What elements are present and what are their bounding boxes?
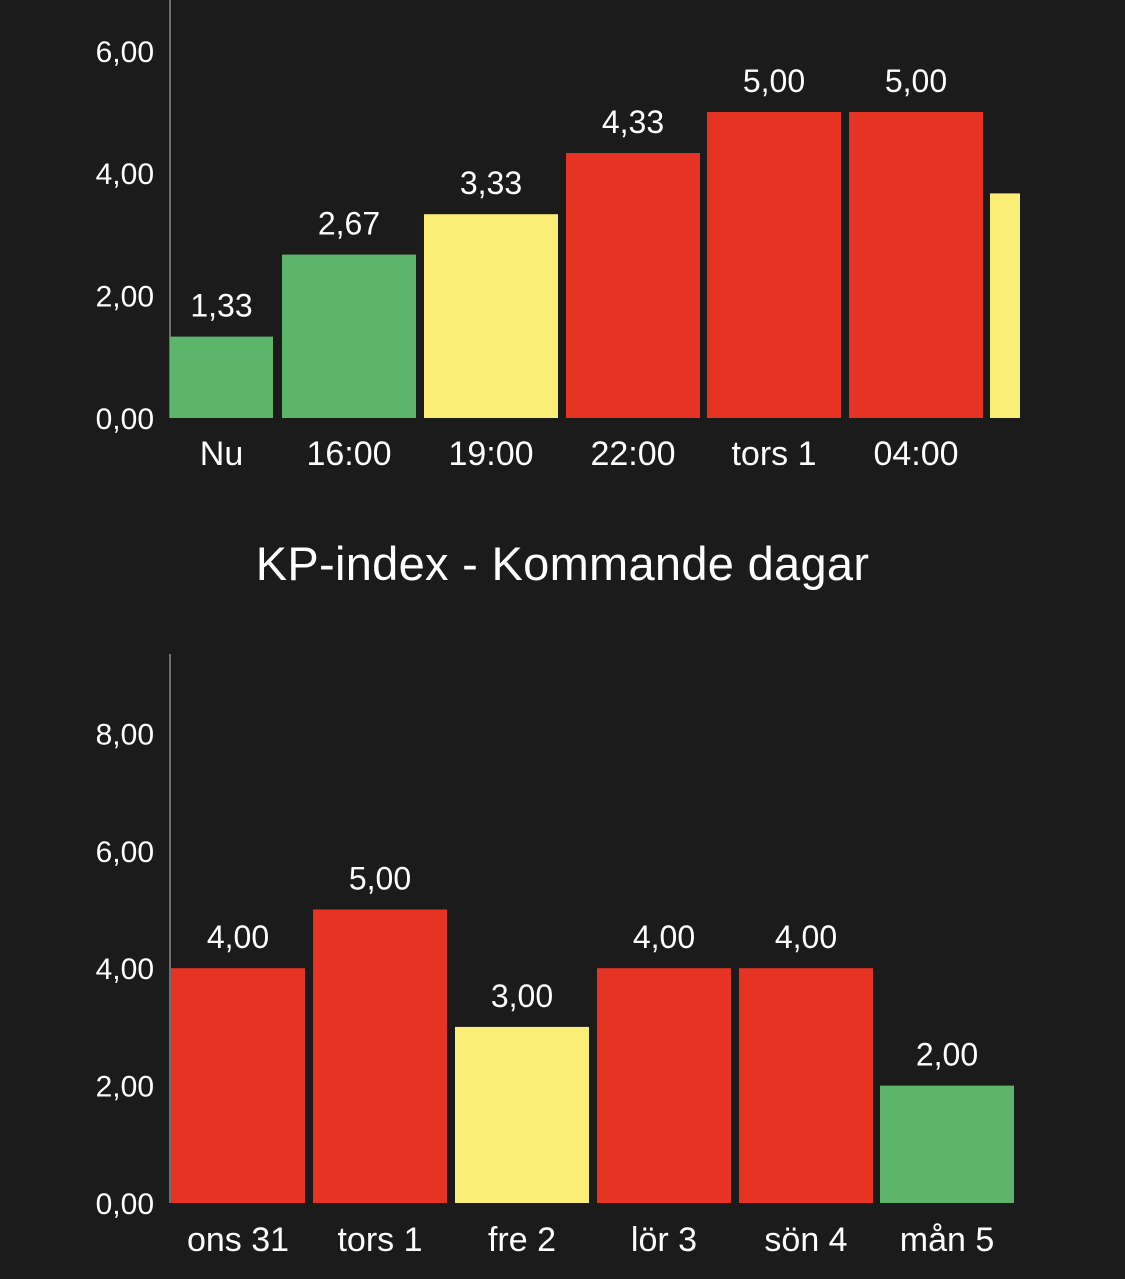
bar [707,112,841,418]
bar-value-label: 4,00 [775,919,837,955]
bar [849,112,983,418]
y-tick-label: 4,00 [96,953,154,986]
bar-value-label: 5,00 [885,63,947,99]
y-tick-label: 0,00 [96,1188,154,1221]
bar-value-label: 3,33 [460,165,522,201]
x-category-label: 22:00 [590,435,675,473]
bar [170,336,273,418]
x-category-label: tors 1 [337,1221,422,1259]
x-category-label: 04:00 [873,435,958,473]
bar [282,254,416,418]
kp-hourly-svg: 0,00 2,00 4,00 6,00 1,33 Nu 2,67 16:00 3,33 19:00… [96,0,1020,473]
x-category-label: mån 5 [900,1221,995,1259]
bar [739,968,873,1203]
y-tick-label: 6,00 [96,836,154,869]
section-title: KP-index - Kommande dagar [255,537,870,590]
y-tick-label: 0,00 [96,403,154,436]
bar-value-label: 5,00 [349,861,411,897]
bar-value-label: 4,00 [207,919,269,955]
x-category-label: tors 1 [731,435,816,473]
kp-daily-svg: 0,00 2,00 4,00 6,00 8,00 4,00 ons 31 5,00 tors 1… [96,654,1014,1259]
bar-value-label: 4,00 [633,919,695,955]
bar [566,153,700,418]
x-category-label: Nu [200,435,243,473]
y-tick-label: 2,00 [96,281,154,314]
bar [880,1085,1014,1203]
kp-hourly-chart: 0,00 2,00 4,00 6,00 1,33 Nu 2,67 16:00 3,33 19:00… [0,0,1125,500]
y-tick-label: 8,00 [96,718,154,751]
bar [313,909,447,1203]
bar-value-label: 5,00 [743,63,805,99]
y-tick-label: 2,00 [96,1071,154,1104]
y-tick-label: 6,00 [96,36,154,69]
bar [171,968,305,1203]
x-category-label: 16:00 [306,435,391,473]
bar-value-label: 2,00 [916,1037,978,1073]
x-category-label: fre 2 [488,1221,556,1259]
bar [455,1026,589,1203]
bar-value-label: 3,00 [491,978,553,1014]
bar [990,193,1020,418]
bar [424,214,558,418]
x-category-label: ons 31 [187,1221,289,1259]
x-category-label: sön 4 [764,1221,847,1259]
kp-daily-chart: 0,00 2,00 4,00 6,00 8,00 4,00 ons 31 5,00 tors 1… [0,640,1125,1279]
bar-value-label: 1,33 [190,288,252,324]
bar-value-label: 4,33 [602,104,664,140]
bar-value-label: 2,67 [318,206,380,242]
x-category-label: lör 3 [631,1221,697,1259]
x-category-label: 19:00 [448,435,533,473]
bar [597,968,731,1203]
y-tick-label: 4,00 [96,158,154,191]
